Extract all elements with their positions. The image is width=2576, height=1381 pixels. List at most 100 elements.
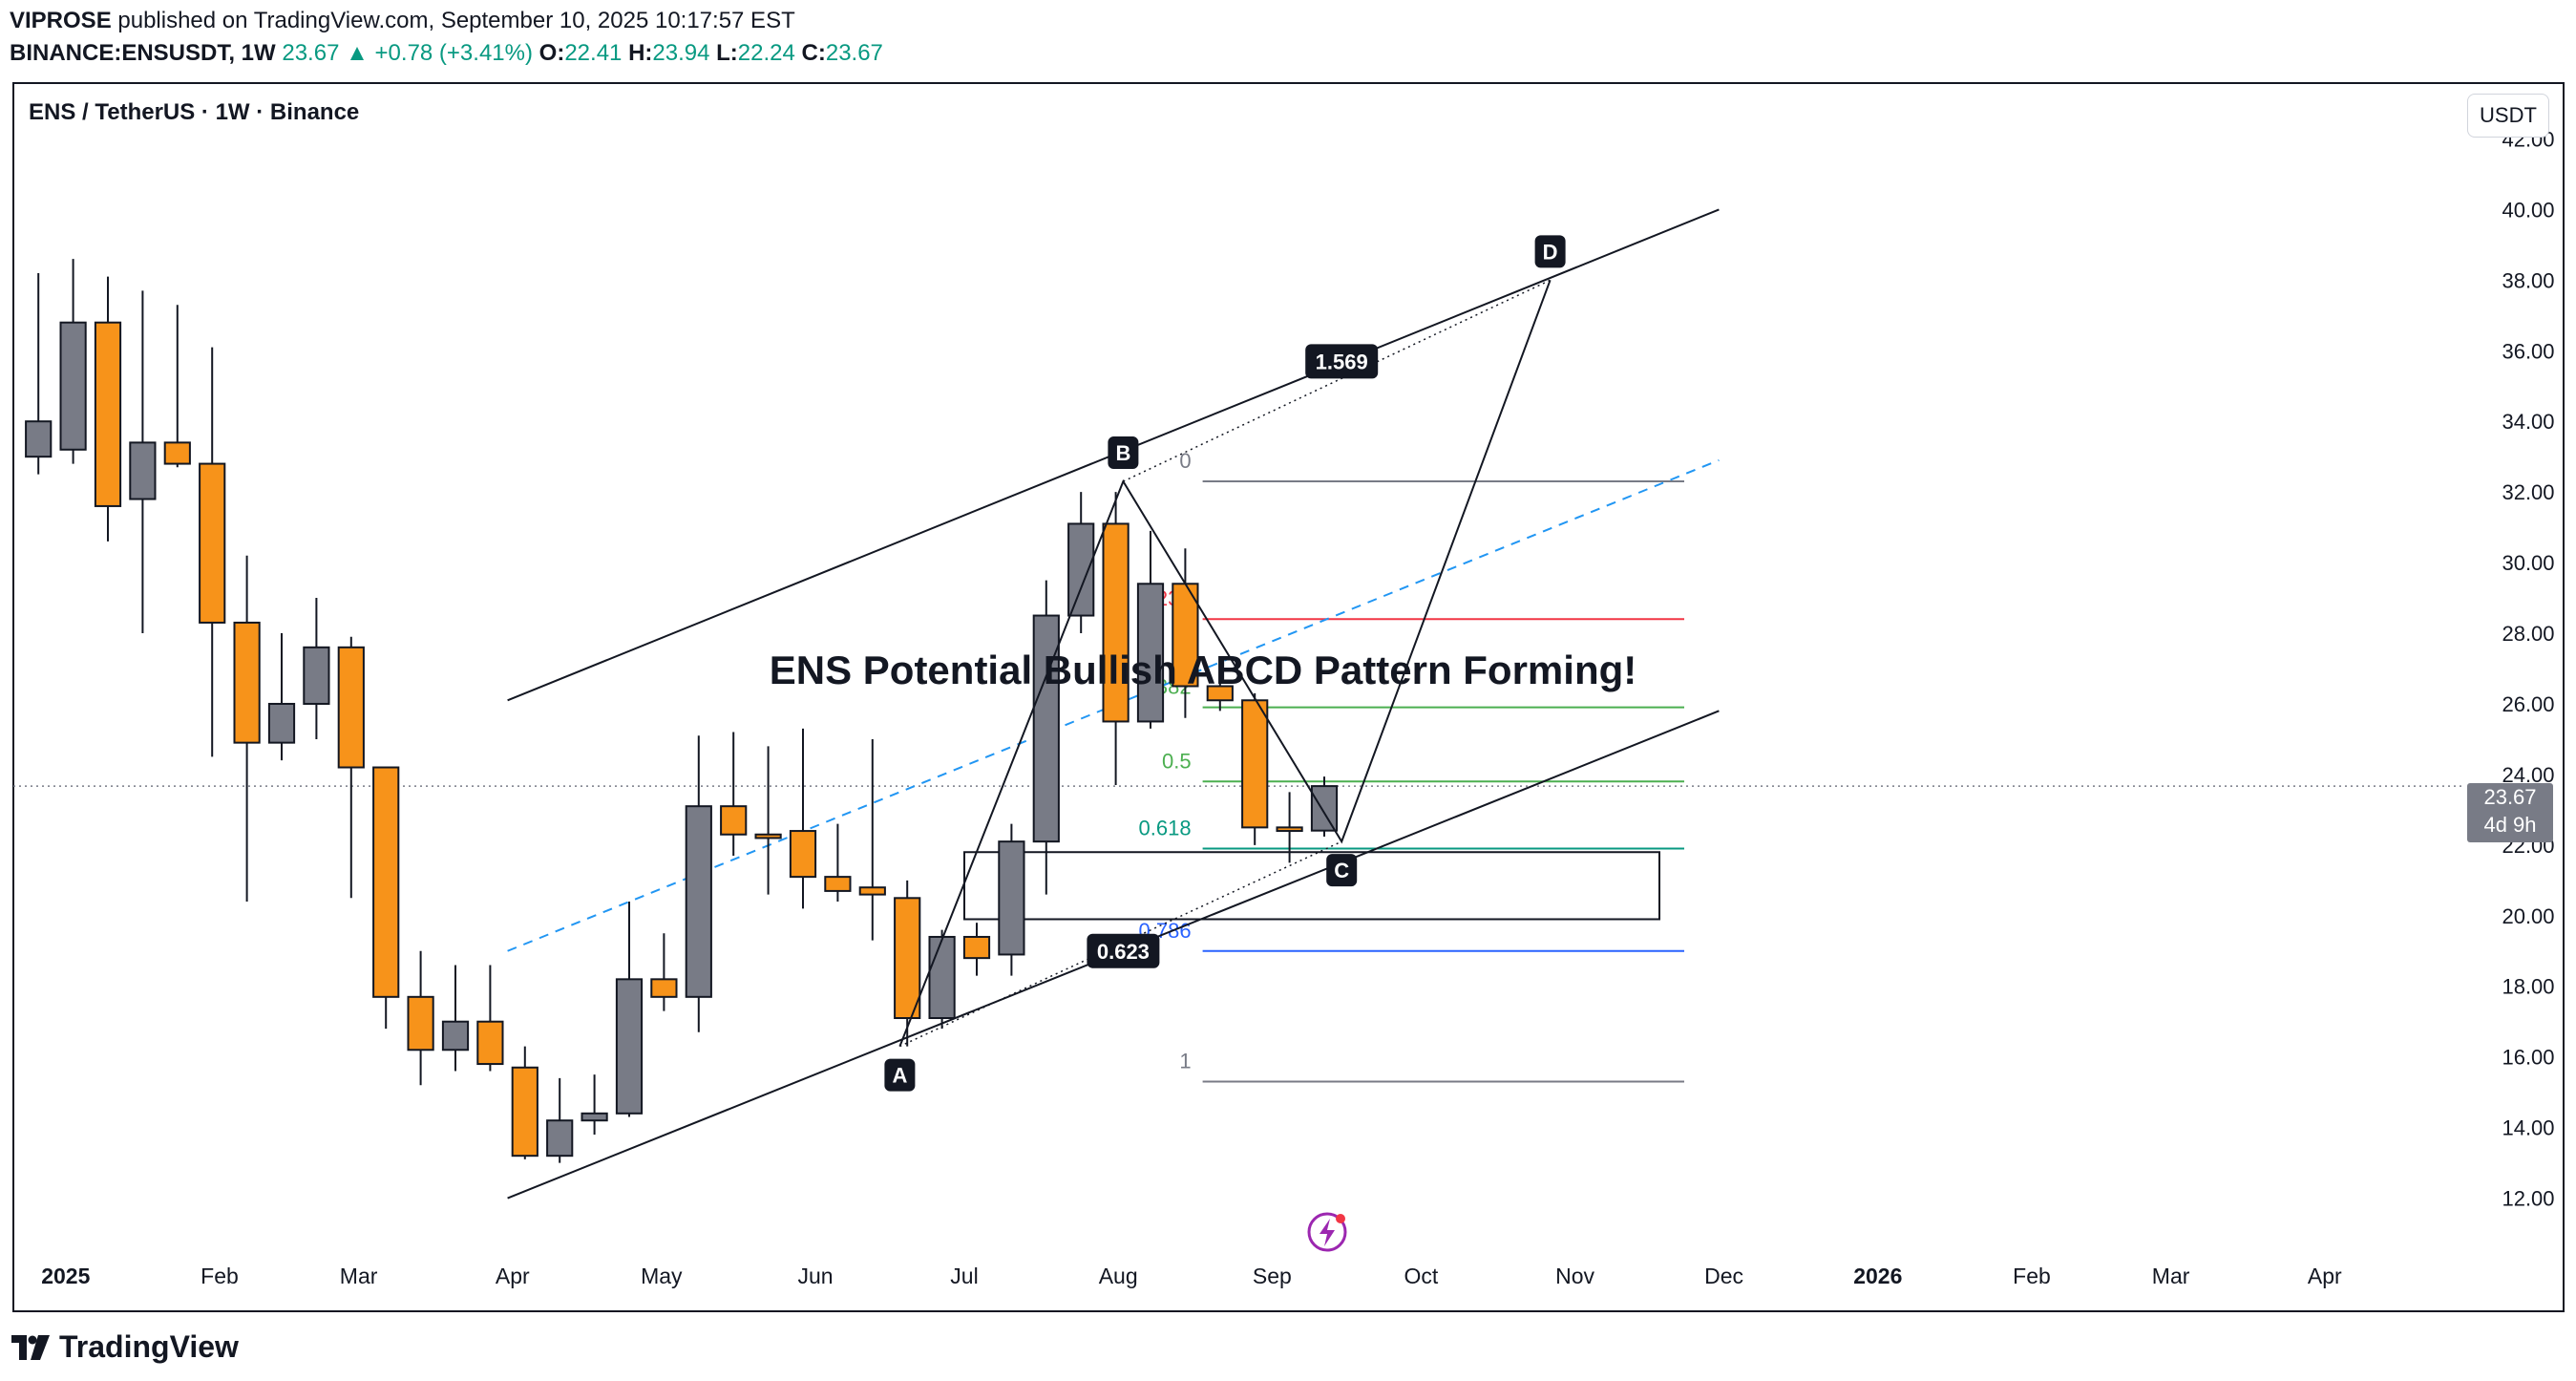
candle-body: [1102, 522, 1130, 723]
date-tick-label: Apr: [496, 1264, 530, 1288]
price-tick-label: 28.00: [2502, 622, 2554, 646]
open-label: O:: [538, 40, 565, 66]
price-tick-label: 36.00: [2502, 339, 2554, 363]
candle-body: [94, 321, 122, 507]
date-tick-label: Jun: [797, 1264, 833, 1288]
candle-body: [824, 876, 852, 892]
chart-frame: [12, 82, 2565, 1312]
candle-body: [754, 833, 782, 839]
pattern-point-badge: [884, 1058, 916, 1092]
candle-body: [407, 995, 434, 1052]
date-tick-label: 2026: [1853, 1264, 1902, 1288]
date-tick-label: Apr: [2308, 1264, 2342, 1288]
date-tick-label: Nov: [1555, 1264, 1594, 1288]
fib-level-label: 0.618: [1139, 817, 1192, 840]
date-tick-label: Aug: [1099, 1264, 1138, 1288]
price-tick-label: 12.00: [2502, 1187, 2554, 1211]
candle-body: [1241, 699, 1269, 829]
date-tick-label: Mar: [340, 1264, 378, 1288]
candle-body: [1206, 685, 1234, 702]
fib-level-label: 0: [1179, 449, 1191, 473]
candle-body: [267, 702, 296, 744]
price-tick-label: 40.00: [2502, 198, 2554, 222]
ratio-badge: [1087, 933, 1160, 968]
price-tick-label: 38.00: [2502, 268, 2554, 292]
price-tick-label: 32.00: [2502, 480, 2554, 504]
abcd-bd-dotted: [1123, 279, 1551, 482]
currency-unit-button[interactable]: USDT: [2467, 94, 2549, 138]
price-tick-label: 20.00: [2502, 904, 2554, 928]
abcd-ac-dotted: [899, 840, 1342, 1048]
pattern-point-label: D: [1543, 240, 1558, 264]
last-price-tag: 23.67 4d 9h: [2467, 783, 2553, 842]
lightning-bolt: [1320, 1219, 1335, 1246]
candle-body: [337, 646, 365, 769]
lightning-icon: [1307, 1212, 1347, 1252]
price-tick-label: 18.00: [2502, 975, 2554, 999]
target-zone-box: [963, 851, 1660, 921]
candle-body: [1310, 785, 1339, 832]
date-tick-label: Mar: [2152, 1264, 2190, 1288]
date-tick-label: Dec: [1704, 1264, 1743, 1288]
candle-body: [720, 805, 748, 836]
close-value: 23.67: [825, 40, 883, 66]
price-tick-label: 14.00: [2502, 1116, 2554, 1140]
pattern-point-badge: [1108, 436, 1139, 470]
candle-body: [129, 441, 157, 500]
pattern-point-badge: [1326, 854, 1358, 887]
last-price-value: 23.67: [2483, 785, 2537, 809]
date-tick-label: Oct: [1404, 1264, 1439, 1288]
date-tick-label: May: [641, 1264, 683, 1288]
candle-body: [685, 805, 712, 998]
candle-body: [615, 978, 644, 1115]
chart-title: ENS Potential Bullish ABCD Pattern Formi…: [770, 648, 1637, 692]
candle-body: [199, 462, 226, 624]
symbol-name: BINANCE:ENSUSDT, 1W: [10, 40, 276, 66]
price-tick-label: 26.00: [2502, 692, 2554, 716]
date-tick-label: Sep: [1253, 1264, 1292, 1288]
candle-body: [441, 1020, 470, 1052]
author-name: VIPROSE: [10, 8, 112, 33]
price-tick-label: 34.00: [2502, 410, 2554, 434]
low-label: L:: [716, 40, 738, 66]
candle-body: [1276, 826, 1303, 833]
pattern-point-label: B: [1115, 441, 1130, 465]
high-label: H:: [628, 40, 653, 66]
candle-body: [650, 978, 678, 998]
candle-body: [998, 840, 1025, 956]
tradingview-wordmark: TradingView: [59, 1329, 239, 1364]
date-tick-label: Feb: [2013, 1264, 2051, 1288]
price-change: +0.78 (+3.41%): [374, 40, 533, 66]
candle-body: [894, 897, 921, 1020]
date-tick-label: Feb: [201, 1264, 239, 1288]
high-value: 23.94: [652, 40, 710, 66]
symbol-info: BINANCE:ENSUSDT, 1W 23.67 ▲ +0.78 (+3.41…: [10, 40, 883, 67]
fib-level-label: 0.5: [1162, 749, 1192, 773]
candle-body: [163, 441, 191, 465]
candle-body: [858, 886, 886, 896]
price-tick-label: 30.00: [2502, 551, 2554, 575]
bar-countdown: 4d 9h: [2483, 813, 2537, 837]
candle-body: [476, 1020, 504, 1066]
tradingview-logo[interactable]: TradingView: [11, 1329, 239, 1365]
candle-body: [928, 935, 956, 1020]
candle-body: [372, 766, 400, 998]
chart-legend: ENS / TetherUS · 1W · Binance: [29, 99, 360, 125]
notification-dot: [1336, 1214, 1345, 1223]
tradingview-logo-icon: [11, 1334, 50, 1360]
candle-body: [303, 646, 330, 705]
date-tick-label: Jul: [950, 1264, 978, 1288]
publish-info: VIPROSE published on TradingView.com, Se…: [10, 8, 795, 34]
pattern-point-label: A: [892, 1064, 907, 1088]
price-tick-label: 24.00: [2502, 763, 2554, 787]
candle-body: [789, 830, 817, 879]
abcd-pattern-line: [898, 279, 1552, 1047]
low-value: 22.24: [737, 40, 795, 66]
published-text: published on TradingView.com, September …: [117, 8, 795, 33]
up-arrow-icon: ▲: [346, 40, 369, 66]
ratio-label: 1.569: [1316, 350, 1368, 373]
price-tick-label: 16.00: [2502, 1046, 2554, 1070]
ratio-label: 0.623: [1097, 940, 1150, 964]
candle-body: [59, 321, 87, 451]
